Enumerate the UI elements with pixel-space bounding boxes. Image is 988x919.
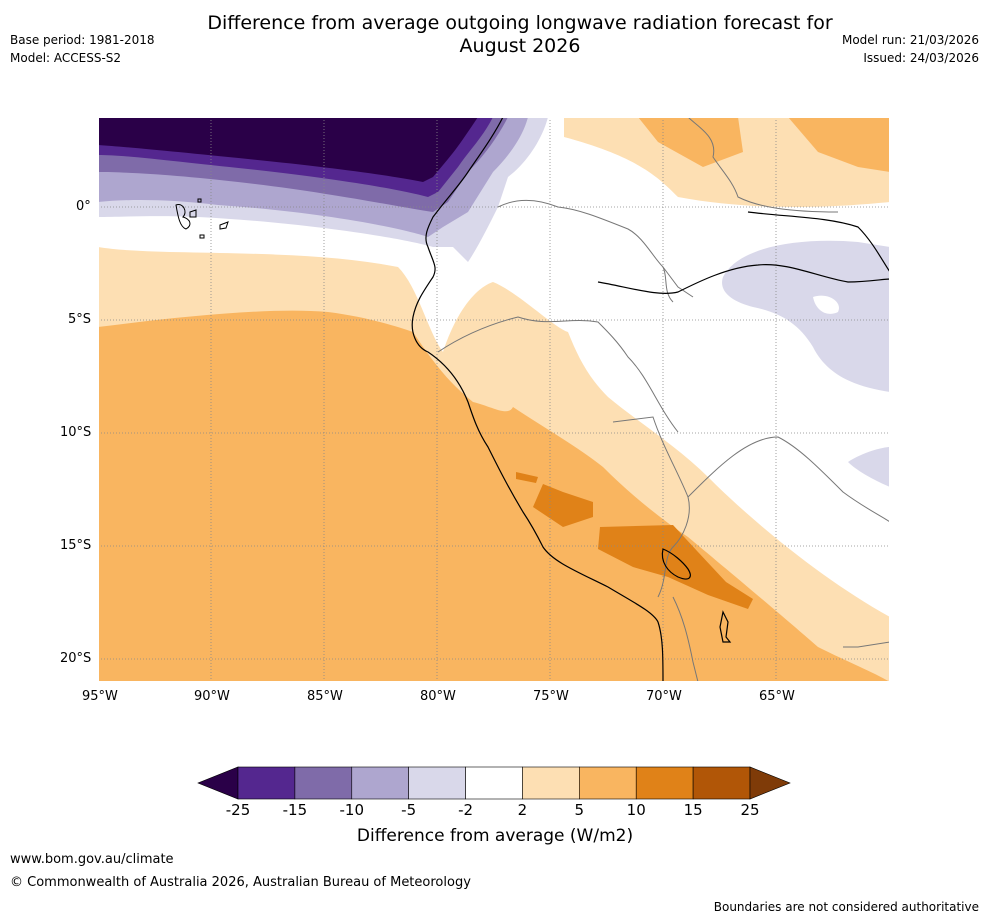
colorbar-tick-label: -5 [401, 801, 417, 819]
lat-label-5s: 5°S [68, 312, 92, 327]
island-san-cristobal [219, 221, 229, 230]
border-peru-brazil [437, 316, 679, 433]
colorbar-cell [351, 766, 409, 800]
anomaly-zone-deep-purple [98, 117, 478, 182]
colorbar-tick-label: 5 [574, 801, 585, 819]
colorbar [197, 766, 791, 800]
lon-label-95w: 95°W [82, 689, 118, 704]
title-line-1: Difference from average outgoing longwav… [207, 12, 833, 34]
lon-label-75w: 75°W [533, 689, 569, 704]
anomaly-zone-dark-orange-3 [516, 472, 538, 483]
coast-west-south-america [411, 117, 664, 682]
border-brazil-north [662, 266, 694, 298]
colorbar-cell [294, 766, 353, 800]
colorbar-tick-label: 2 [517, 801, 528, 819]
colorbar-tick-label: -2 [458, 801, 474, 819]
coast-amazon-north [747, 211, 890, 273]
coastlines [411, 117, 890, 682]
border-peru-bolivia [612, 416, 690, 598]
island-small-2 [199, 234, 205, 239]
graticule [98, 117, 890, 682]
colorbar-cells [237, 766, 751, 800]
anomaly-zone-orange [98, 310, 890, 682]
colorbar-tick-label: -10 [339, 801, 365, 819]
colorbar-cell [579, 766, 637, 800]
lon-label-85w: 85°W [307, 689, 343, 704]
lat-label-20s: 20°S [60, 651, 92, 666]
anomaly-zone-ne-orange-1 [638, 117, 743, 167]
lon-label-80w: 80°W [420, 689, 456, 704]
model-run: Model run: 21/03/2026 [841, 33, 979, 47]
disclaimer: Boundaries are not considered authoritat… [713, 900, 979, 914]
map-title: Difference from average outgoing longwav… [0, 12, 988, 58]
anomaly-zone-dark-orange-1 [533, 484, 593, 527]
colorbar-cell [635, 766, 694, 800]
island-small-1 [197, 198, 202, 203]
olr-anomaly-map [98, 117, 890, 682]
lake-poopo [719, 610, 732, 643]
colorbar-tick-label: 10 [626, 801, 646, 819]
colorbar-cell [692, 766, 751, 800]
copyright: © Commonwealth of Australia 2026, Austra… [10, 875, 471, 890]
lake-titicaca [661, 548, 691, 580]
colorbar-title: Difference from average (W/m2) [356, 826, 634, 846]
colorbar-tick-label: -25 [225, 801, 251, 819]
website-url: www.bom.gov.au/climate [10, 852, 174, 867]
colorbar-tick-label: 15 [683, 801, 703, 819]
colorbar-arrow-left [197, 766, 239, 800]
island-isabela [175, 203, 191, 230]
model-name: Model: ACCESS-S2 [10, 51, 122, 65]
anomaly-zone-dark-orange-2 [598, 525, 753, 609]
galapagos-islands [175, 198, 229, 239]
anomaly-zone-inland-white [813, 295, 839, 314]
colorbar-tick-label: 25 [740, 801, 760, 819]
anomaly-zone-east-lavender [848, 447, 890, 487]
lat-label-15s: 15°S [60, 538, 92, 553]
colorbar-cell [237, 766, 296, 800]
lat-label-10s: 10°S [60, 425, 92, 440]
colorbar-tick-label: -15 [282, 801, 308, 819]
border-colombia-ecuador-peru [497, 199, 674, 303]
colorbar-cell [522, 766, 580, 800]
border-bolivia-brazil [687, 436, 890, 523]
country-borders [437, 117, 890, 682]
base-period: Base period: 1981-2018 [10, 33, 155, 47]
colorbar-cell [408, 766, 466, 800]
lon-label-65w: 65°W [759, 689, 795, 704]
lon-label-90w: 90°W [194, 689, 230, 704]
border-colombia-venezuela [687, 117, 839, 213]
anomaly-zone-ne-orange-2 [788, 117, 890, 172]
colorbar-arrow-right [749, 766, 791, 800]
issued-date: Issued: 24/03/2026 [863, 51, 979, 65]
colorbar-cell [465, 766, 523, 800]
title-line-2: August 2026 [459, 35, 581, 57]
anomaly-zone-inland-lavender [722, 240, 890, 392]
lat-label-0: 0° [76, 199, 91, 214]
lon-label-70w: 70°W [646, 689, 682, 704]
map-frame [98, 117, 890, 682]
colorbar-ticks: -25 -15 -10 -5 -2 2 5 10 15 25 [196, 801, 794, 821]
border-bolivia-paraguay [843, 641, 890, 648]
border-bolivia-chile [672, 596, 699, 682]
island-santa-cruz [189, 209, 197, 218]
coast-amazon-river [597, 264, 890, 294]
